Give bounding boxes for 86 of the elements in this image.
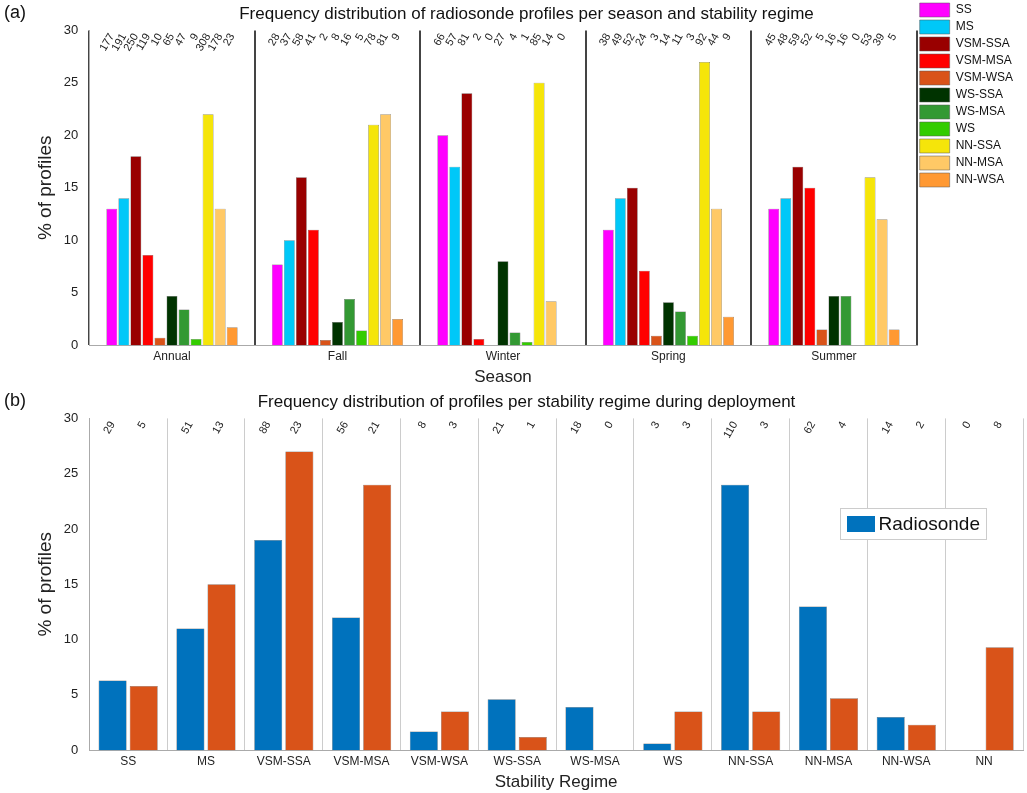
y-tick-label: 0 <box>71 741 79 757</box>
annotation: 21 <box>365 418 382 436</box>
legend-label: VSM-SSA <box>955 36 1010 51</box>
annotation: 110 <box>720 418 740 441</box>
annotation: 62 <box>800 418 818 436</box>
y-tick-label: 20 <box>63 520 79 536</box>
annotation: 2 <box>912 418 927 431</box>
x-axis-title: Stability Regime <box>494 772 618 792</box>
y-tick-label: 25 <box>63 465 79 481</box>
annotation: 8 <box>328 30 342 43</box>
y-tick-label: 15 <box>63 575 79 591</box>
x-tick-label: WS <box>663 753 683 768</box>
annotation: 1 <box>523 418 538 431</box>
x-tick-label: Annual <box>153 348 191 363</box>
x-tick-label: Fall <box>327 348 348 363</box>
legend-label: NN-MSA <box>955 155 1004 170</box>
x-tick-label: Summer <box>811 348 857 363</box>
x-tick-label: MS <box>196 753 215 768</box>
annotation: 14 <box>878 418 896 436</box>
x-tick-label: NN-MSA <box>804 753 853 768</box>
x-tick-label: SS <box>120 753 137 768</box>
x-tick-label: WS-MSA <box>570 753 620 768</box>
x-tick-label: VSM-SSA <box>256 753 311 768</box>
y-tick-label: 15 <box>63 179 79 195</box>
legend-label: NN-SSA <box>955 138 1002 153</box>
y-tick-label: 30 <box>63 409 79 425</box>
annotation: 9 <box>388 30 403 43</box>
annotation: 3 <box>445 418 460 431</box>
legend-label: VSM-WSA <box>955 70 1014 85</box>
y-tick-label: 30 <box>63 21 79 37</box>
legend-label: WS-SSA <box>955 87 1004 102</box>
y-tick-label: 10 <box>63 631 79 647</box>
annotation: 29 <box>100 418 117 436</box>
annotation: 3 <box>648 418 662 431</box>
annotation: 5 <box>134 418 149 431</box>
annotation: 56 <box>333 418 351 436</box>
x-tick-label: NN-WSA <box>881 753 931 768</box>
annotation: 51 <box>178 418 195 436</box>
x-tick-label: VSM-MSA <box>333 753 390 768</box>
legend-label: Radiosonde <box>878 512 980 536</box>
y-tick-label: 5 <box>71 284 79 300</box>
chart-title: Frequency distribution of radiosonde profiles per season and stability regime <box>239 3 814 23</box>
x-tick-label: Spring <box>651 348 686 363</box>
annotation: 2 <box>469 30 484 43</box>
annotation: 21 <box>489 418 507 436</box>
annotation: 8 <box>990 418 1005 431</box>
annotation: 0 <box>554 30 568 43</box>
text: (a) <box>4 2 26 23</box>
text: (b) <box>4 390 26 411</box>
annotation: 18 <box>567 418 584 436</box>
legend-label: MS <box>955 19 974 34</box>
legend-label: SS <box>955 2 972 17</box>
annotation: 5 <box>885 30 899 43</box>
annotation: 13 <box>209 418 226 436</box>
y-tick-label: 10 <box>63 231 79 247</box>
x-tick-label: VSM-WSA <box>410 753 469 768</box>
y-tick-label: 20 <box>63 126 79 142</box>
x-tick-label: NN-SSA <box>727 753 774 768</box>
annotation: 4 <box>505 30 520 43</box>
x-tick-label: WS-SSA <box>493 753 541 768</box>
x-tick-label: Winter <box>485 348 521 363</box>
y-axis-title: % of profiles <box>33 532 55 637</box>
annotation: 2 <box>316 30 330 43</box>
legend-label: NN-WSA <box>955 172 1005 187</box>
annotation: 0 <box>959 418 973 431</box>
annotation: 8 <box>414 418 429 431</box>
annotation: 0 <box>601 418 615 431</box>
x-tick-label: NN <box>975 753 993 768</box>
y-axis-title: % of profiles <box>33 135 55 241</box>
y-tick-label: 25 <box>63 74 79 90</box>
y-tick-label: 5 <box>71 686 79 702</box>
y-tick-label: 0 <box>71 336 79 352</box>
annotation: 58 <box>289 30 306 48</box>
annotation: 3 <box>757 418 771 431</box>
annotation: 3 <box>647 30 661 43</box>
annotation: 4 <box>834 418 849 431</box>
chart-title: Frequency distribution of profiles per stability regime during deployment <box>257 391 796 411</box>
legend-label: WS-MSA <box>955 104 1006 119</box>
x-axis-title: Season <box>474 367 532 387</box>
legend-label: VSM-MSA <box>955 53 1012 68</box>
legend-label: WS <box>955 121 976 136</box>
annotation: 23 <box>287 418 304 436</box>
annotation: 88 <box>256 418 273 436</box>
annotation: 38 <box>596 30 613 48</box>
annotation: 9 <box>719 30 733 43</box>
annotation: 3 <box>679 418 693 431</box>
